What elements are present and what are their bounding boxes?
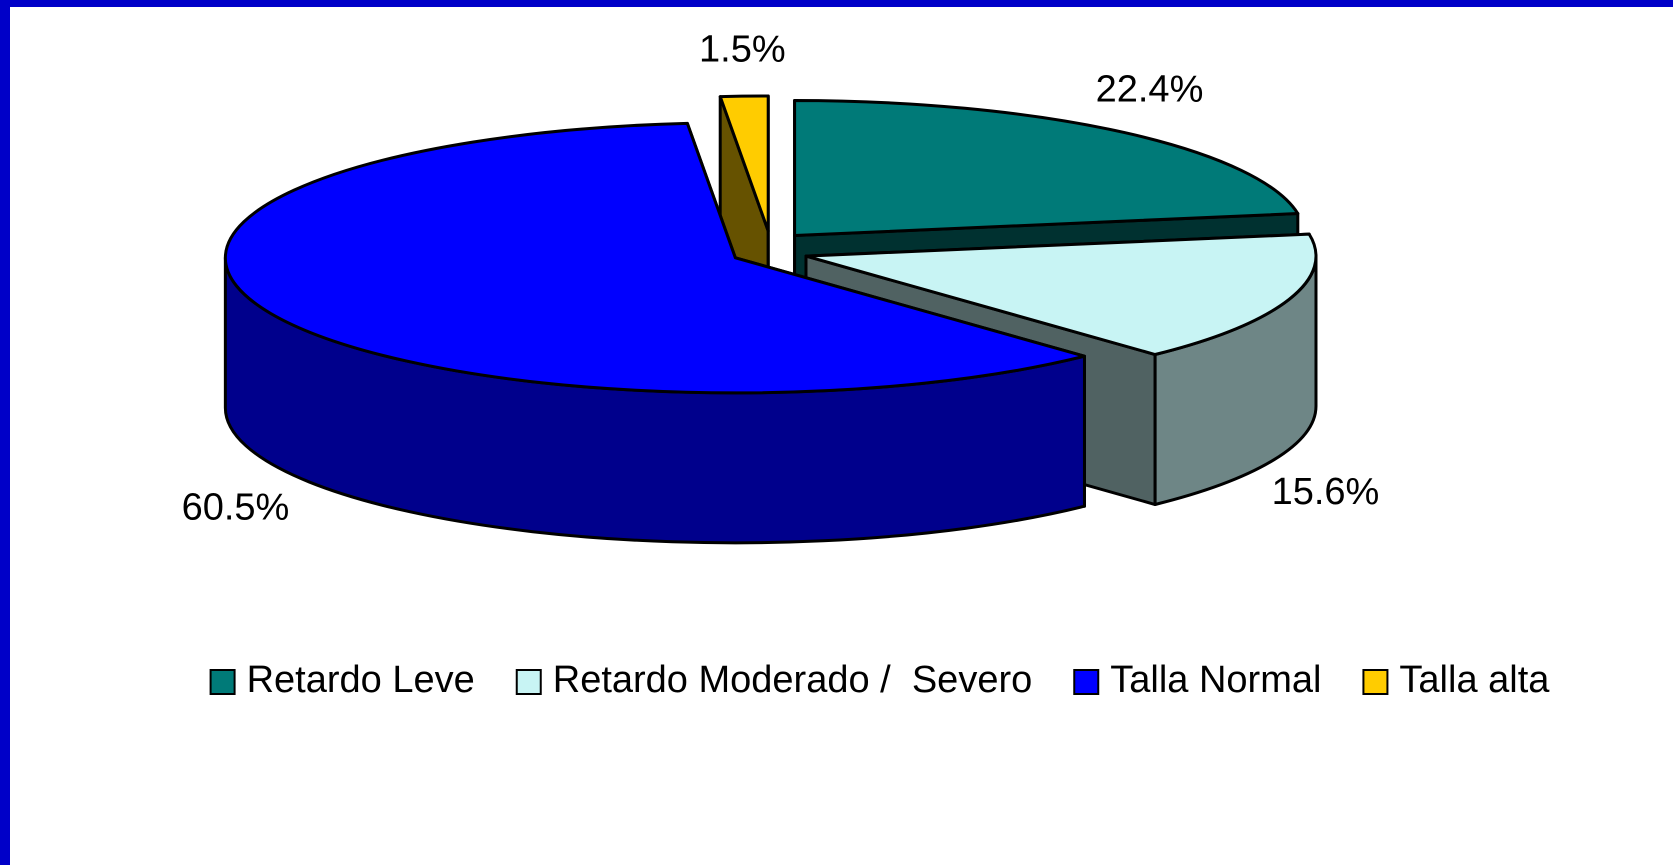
- legend-label: Retardo Leve: [247, 659, 475, 701]
- legend-item: Retardo Leve: [209, 659, 475, 701]
- data-label: 1.5%: [699, 28, 786, 70]
- legend-swatch: [1362, 669, 1389, 695]
- legend-label: Talla alta: [1399, 659, 1550, 701]
- slice-top: [718, 94, 770, 233]
- data-label: 22.4%: [1096, 68, 1204, 110]
- slice-top: [793, 99, 1300, 238]
- legend-swatch: [209, 669, 236, 695]
- legend-label: Retardo Moderado / Severo: [553, 659, 1033, 701]
- legend-item: Talla Normal: [1073, 659, 1321, 701]
- legend-swatch: [515, 669, 542, 695]
- slice-top: [223, 121, 1086, 395]
- data-label: 15.6%: [1272, 471, 1380, 513]
- legend-label: Talla Normal: [1110, 659, 1321, 701]
- legend-item: Talla alta: [1362, 659, 1550, 701]
- legend-swatch: [1073, 669, 1100, 695]
- slice: [223, 121, 1086, 545]
- data-label: 60.5%: [182, 486, 290, 528]
- legend-item: Retardo Moderado / Severo: [515, 659, 1033, 701]
- slice-top: [804, 232, 1318, 357]
